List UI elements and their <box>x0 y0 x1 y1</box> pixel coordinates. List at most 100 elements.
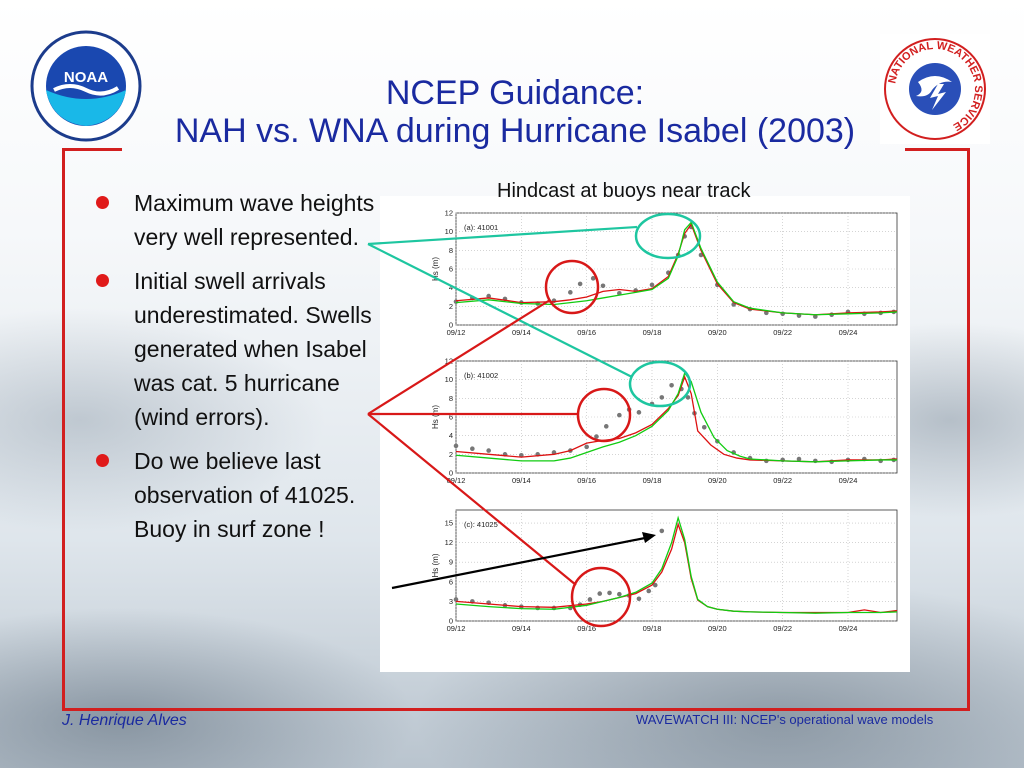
annotation-circle-teal <box>634 212 702 260</box>
bullet-text: Initial swell arrivals underestimated. S… <box>134 268 372 430</box>
observation-point <box>617 412 622 418</box>
observation-point <box>597 591 603 596</box>
y-tick-label: 12 <box>445 357 453 366</box>
wna-model-line <box>455 515 898 614</box>
y-tick-label: 2 <box>449 302 453 311</box>
bullet-text: Do we believe last observation of 41025.… <box>134 448 356 542</box>
x-tick-label: 09/16 <box>577 624 596 633</box>
x-tick-label: 09/18 <box>643 476 662 485</box>
y-tick-label: 12 <box>445 538 453 547</box>
x-tick-label: 09/22 <box>773 624 792 633</box>
wna-model-line <box>455 371 897 463</box>
annotation-circle-red <box>544 259 600 315</box>
bullet-dot-icon <box>96 196 109 209</box>
panel-label: (a): 41001 <box>464 223 498 232</box>
hindcast-caption: Hindcast at buoys near track <box>497 180 751 202</box>
connector-line-red <box>367 299 551 415</box>
bullet-item: Initial swell arrivals underestimated. S… <box>92 264 392 434</box>
observation-point <box>587 597 593 602</box>
observation-point <box>453 597 459 602</box>
svg-text:NOAA: NOAA <box>64 69 108 86</box>
y-tick-label: 0 <box>449 469 453 478</box>
x-tick-label: 09/12 <box>447 476 466 485</box>
x-tick-label: 09/16 <box>577 328 596 337</box>
y-axis-label: Hs (m) <box>431 553 440 577</box>
y-tick-label: 6 <box>449 577 453 586</box>
observation-point <box>486 293 491 299</box>
x-tick-label: 09/16 <box>577 476 596 485</box>
y-axis-label: Hs (m) <box>431 257 440 281</box>
national-weather-service-logo: NATIONAL WEATHER SERVICE <box>880 34 990 144</box>
observation-point <box>701 424 707 430</box>
annotation-circle-red <box>570 566 632 628</box>
frame-top-left-segment <box>62 148 122 151</box>
plot-area <box>455 360 898 474</box>
y-tick-label: 3 <box>449 597 453 606</box>
frame-top-right-segment <box>905 148 967 151</box>
bullet-text: Maximum wave heights very well represent… <box>134 190 375 250</box>
bullet-item: Do we believe last observation of 41025.… <box>92 444 392 546</box>
y-axis-label: Hs (m) <box>431 405 440 429</box>
observation-point <box>568 290 573 295</box>
plot-area <box>455 509 898 622</box>
bullet-dot-icon <box>96 454 109 467</box>
arrow-shaft <box>391 536 646 590</box>
bullet-item: Maximum wave heights very well represent… <box>92 186 392 254</box>
connector-line-teal <box>367 243 633 378</box>
x-tick-label: 09/24 <box>839 476 858 485</box>
y-tick-label: 6 <box>449 265 453 274</box>
observation-point <box>813 314 818 319</box>
observation-point <box>685 395 691 400</box>
observation-point <box>659 528 665 534</box>
panel-label: (b): 41002 <box>464 371 498 380</box>
connector-line-red <box>367 413 577 586</box>
y-tick-label: 10 <box>445 375 453 384</box>
x-tick-label: 09/24 <box>839 328 858 337</box>
x-tick-label: 09/20 <box>708 476 727 485</box>
observation-point <box>636 410 642 415</box>
y-tick-label: 8 <box>449 246 453 255</box>
y-tick-label: 2 <box>449 450 453 459</box>
observation-point <box>590 276 596 281</box>
slide-title: NCEP Guidance: NAH vs. WNA during Hurric… <box>150 74 880 150</box>
y-tick-label: 12 <box>445 209 453 218</box>
observation-point <box>636 596 642 602</box>
annotation-circle-teal <box>628 360 692 408</box>
observation-point <box>594 434 599 439</box>
x-tick-label: 09/22 <box>773 476 792 485</box>
x-tick-label: 09/22 <box>773 328 792 337</box>
y-tick-label: 6 <box>449 413 453 422</box>
footer-author: J. Henrique Alves <box>62 712 187 729</box>
x-tick-label: 09/12 <box>447 624 466 633</box>
observation-point <box>669 382 674 388</box>
x-tick-label: 09/14 <box>512 624 531 633</box>
observation-point <box>486 448 491 453</box>
observation-point <box>453 443 459 449</box>
observation-point <box>796 456 802 462</box>
x-tick-label: 09/18 <box>643 328 662 337</box>
y-tick-label: 9 <box>449 558 453 567</box>
observation-point <box>577 281 583 287</box>
observation-point <box>646 588 652 594</box>
observation-point <box>470 446 475 452</box>
arrow-head-icon <box>642 532 656 543</box>
observation-point <box>603 424 609 429</box>
y-tick-label: 0 <box>449 321 453 330</box>
observation-point <box>659 395 665 400</box>
plot-area <box>455 212 898 326</box>
title-line-1: NCEP Guidance: <box>385 74 645 112</box>
x-tick-label: 09/14 <box>512 328 531 337</box>
y-tick-label: 4 <box>449 431 453 440</box>
observation-point <box>584 444 589 450</box>
y-tick-label: 8 <box>449 394 453 403</box>
x-tick-label: 09/14 <box>512 476 531 485</box>
y-tick-label: 10 <box>445 227 453 236</box>
title-line-2: NAH vs. WNA during Hurricane Isabel (200… <box>174 112 856 150</box>
panel-label: (c): 41025 <box>464 520 498 529</box>
x-tick-label: 09/20 <box>708 328 727 337</box>
slide-frame <box>62 148 970 711</box>
observation-point <box>813 458 818 464</box>
connector-line-teal <box>367 225 638 246</box>
observation-point <box>617 591 622 597</box>
